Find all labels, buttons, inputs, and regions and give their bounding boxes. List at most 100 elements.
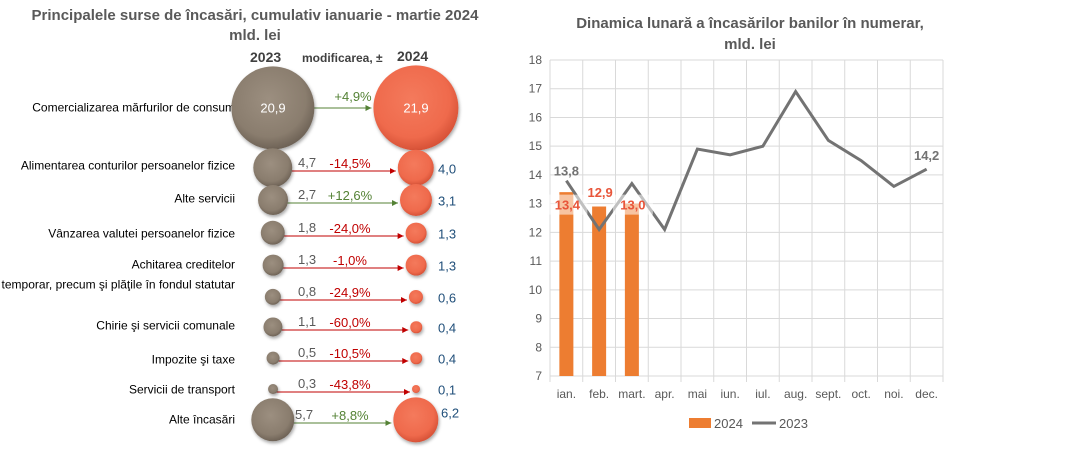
value-2024: 0,4 xyxy=(438,320,457,336)
value-2024: 1,3 xyxy=(438,226,457,242)
y-tick-label: 18 xyxy=(529,53,543,67)
data-label-bg xyxy=(547,194,588,215)
bubble-2024 xyxy=(373,65,459,151)
row-label: Comercializarea mărfurilor de consum xyxy=(32,100,235,115)
row-label: Alte încasări xyxy=(168,412,235,427)
value-2024: 4,0 xyxy=(438,161,457,177)
bubble-2024 xyxy=(405,254,427,276)
value-2023: 1,8 xyxy=(298,220,317,235)
legend-label-2023: 2023 xyxy=(779,416,808,431)
y-tick-label: 11 xyxy=(530,254,543,268)
x-tick-label: aug. xyxy=(784,387,807,401)
bubble-2023 xyxy=(260,220,286,246)
bubble-2024 xyxy=(408,289,424,305)
bubble-2024 xyxy=(410,352,422,364)
y-tick-label: 14 xyxy=(529,168,543,182)
value-2023: 0,5 xyxy=(298,345,317,360)
row-label: Impozite şi taxe xyxy=(151,352,235,367)
bubble-2023 xyxy=(253,148,293,188)
value-2023: 0,3 xyxy=(298,376,317,391)
bar-data-label: 13,4 xyxy=(555,198,581,213)
value-2024: 1,3 xyxy=(438,258,457,274)
value-2024: 21,9 xyxy=(403,100,429,116)
y-tick-label: 12 xyxy=(529,225,543,239)
x-tick-label: iul. xyxy=(755,387,770,401)
change-percent: -10,5% xyxy=(329,346,371,361)
change-percent: -24,9% xyxy=(329,285,371,300)
value-2024: 3,1 xyxy=(438,193,457,209)
bubble-2024 xyxy=(410,321,422,333)
value-2023: 2,7 xyxy=(298,187,317,202)
y-tick-label: 13 xyxy=(529,197,543,211)
value-2023: 1,3 xyxy=(298,252,317,267)
header-change: modificarea, ± xyxy=(302,51,383,65)
left-subtitle: mld. lei xyxy=(229,27,281,44)
bubble-2024 xyxy=(393,397,439,443)
bubble-2023 xyxy=(231,66,315,150)
change-percent: -24,0% xyxy=(329,221,371,236)
header-2023: 2023 xyxy=(250,49,282,65)
change-percent: -43,8% xyxy=(329,377,371,392)
x-tick-label: oct. xyxy=(851,387,870,401)
x-tick-label: noi. xyxy=(884,387,903,401)
line-2023 xyxy=(565,88,928,233)
left-title: Principalele surse de încasări, cumulati… xyxy=(31,7,479,24)
bubble-2023 xyxy=(268,384,278,394)
y-tick-label: 15 xyxy=(529,139,543,153)
value-2023: 5,7 xyxy=(295,407,314,422)
bubble-2023 xyxy=(264,288,282,306)
row-label: Alte servicii xyxy=(174,191,235,206)
bubble-2023 xyxy=(263,317,283,337)
y-tick-label: 16 xyxy=(529,110,543,124)
bubble-2023 xyxy=(258,185,288,215)
change-percent: -1,0% xyxy=(333,253,367,268)
bubble-2023 xyxy=(262,254,284,276)
row-label: Vânzarea valutei persoanelor fizice xyxy=(48,226,235,241)
x-tick-label: mai xyxy=(688,387,707,401)
legend-label-2024: 2024 xyxy=(714,416,743,431)
y-tick-label: 8 xyxy=(535,340,542,354)
value-2024: 0,1 xyxy=(438,382,457,398)
value-2024: 0,4 xyxy=(438,351,457,367)
bar-2024 xyxy=(559,192,574,376)
bubble-2024 xyxy=(397,149,435,187)
bar-data-label: 12,9 xyxy=(587,185,612,200)
chart-title-line1: Dinamica lunară a încasărilor banilor în… xyxy=(576,15,924,32)
value-2023: 1,1 xyxy=(298,314,317,329)
bar-2024 xyxy=(624,203,639,376)
value-2023: 20,9 xyxy=(260,100,286,116)
row-label: Chirie şi servicii comunale xyxy=(96,318,235,333)
bubble-2024 xyxy=(399,183,433,217)
y-tick-label: 9 xyxy=(535,312,542,326)
bubble-2024 xyxy=(405,222,427,244)
bubble-2024 xyxy=(412,385,420,393)
change-percent: +8,8% xyxy=(331,408,369,423)
change-percent: -14,5% xyxy=(329,156,371,171)
row-label: Servicii de transport xyxy=(128,382,235,397)
bubble-2023 xyxy=(266,351,280,365)
y-tick-label: 7 xyxy=(535,369,542,383)
value-2024: 6,2 xyxy=(441,405,460,421)
x-tick-label: sept. xyxy=(815,387,841,401)
line-data-label: 14,2 xyxy=(914,148,939,163)
y-tick-label: 10 xyxy=(529,283,543,297)
change-percent: -60,0% xyxy=(329,315,371,330)
value-2023: 0,8 xyxy=(298,284,317,299)
row-label: Achitarea creditelor xyxy=(131,257,235,272)
row-label: Ajutorul financiar temporar, precum şi p… xyxy=(0,277,235,292)
data-label-bg xyxy=(612,194,653,215)
x-tick-label: mart. xyxy=(618,387,645,401)
x-tick-label: dec. xyxy=(915,387,938,401)
x-tick-label: feb. xyxy=(589,387,609,401)
value-2023: 4,7 xyxy=(298,155,317,170)
y-tick-label: 17 xyxy=(529,82,543,96)
line-data-label: 13,8 xyxy=(554,164,579,179)
x-tick-label: iun. xyxy=(720,387,739,401)
legend-swatch-2024 xyxy=(689,418,711,428)
chart-title-line2: mld. lei xyxy=(724,36,776,53)
bar-2024 xyxy=(592,206,607,376)
bubble-2023 xyxy=(251,398,295,442)
arrows xyxy=(271,105,410,426)
x-tick-label: ian. xyxy=(557,387,576,401)
